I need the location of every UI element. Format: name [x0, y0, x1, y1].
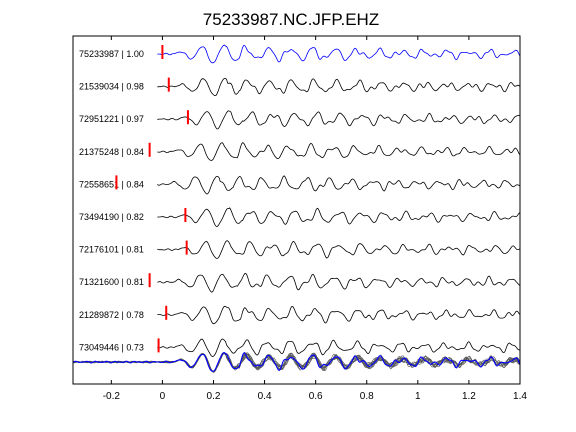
x-tick-label: 0: [160, 391, 166, 402]
trace-row: 75233987 | 1.00: [79, 44, 521, 64]
trace-waveform: [157, 142, 521, 161]
trace-waveform: [157, 305, 521, 325]
trace-row: 72558651 | 0.84: [79, 175, 521, 195]
trace-waveform: [157, 207, 521, 227]
x-axis-ticks: -0.2 0 0.2 0.4 0.6 0.8 1 1.2 1.4: [103, 36, 527, 402]
trace-label: 21375248 | 0.84: [79, 147, 144, 157]
trace-label: 21289872 | 0.78: [79, 310, 144, 320]
chart-title: 75233987.NC.JFP.EHZ: [203, 10, 379, 29]
x-tick-label: -0.2: [103, 391, 121, 402]
x-tick-label: 0.2: [207, 391, 221, 402]
x-tick-label: 1: [415, 391, 421, 402]
x-tick-label: 0.4: [258, 391, 272, 402]
x-tick-label: 1.4: [513, 391, 527, 402]
trace-row: 73049446 | 0.73: [79, 338, 521, 358]
trace-label: 73494190 | 0.82: [79, 212, 144, 222]
trace-row: 71321600 | 0.81: [79, 272, 521, 293]
trace-waveform: [157, 338, 521, 358]
trace-row: 73494190 | 0.82: [79, 207, 521, 227]
trace-label: 71321600 | 0.81: [79, 277, 144, 287]
stacked-waveforms: [72, 351, 521, 373]
x-tick-label: 0.6: [309, 391, 323, 402]
trace-label: 75233987 | 1.00: [79, 49, 144, 59]
trace-label: 72176101 | 0.81: [79, 245, 144, 255]
x-tick-label: 0.8: [360, 391, 374, 402]
x-tick-label: 1.2: [462, 391, 476, 402]
trace-label: 72558651 | 0.84: [79, 179, 144, 189]
trace-waveform: [157, 78, 521, 97]
stack-reference-waveform: [72, 351, 521, 372]
trace-row: 72176101 | 0.81: [79, 240, 521, 260]
trace-label: 73049446 | 0.73: [79, 342, 144, 352]
trace-label: 72951221 | 0.97: [79, 114, 144, 124]
trace-label: 21539034 | 0.98: [79, 82, 144, 92]
trace-waveform: [157, 272, 521, 293]
trace-waveform: [157, 175, 521, 195]
trace-row: 21289872 | 0.78: [79, 305, 521, 325]
trace-row: 21375248 | 0.84: [79, 142, 521, 161]
trace-row: 21539034 | 0.98: [79, 77, 521, 97]
stack-waveform: [72, 352, 521, 372]
axes-frame: [72, 35, 521, 385]
trace-waveform: [157, 240, 521, 260]
trace-waveform: [157, 44, 521, 64]
traces-group: 75233987 | 1.00 21539034 | 0.98 72951221 |…: [79, 44, 521, 358]
trace-waveform: [157, 110, 521, 130]
trace-row: 72951221 | 0.97: [79, 110, 521, 130]
